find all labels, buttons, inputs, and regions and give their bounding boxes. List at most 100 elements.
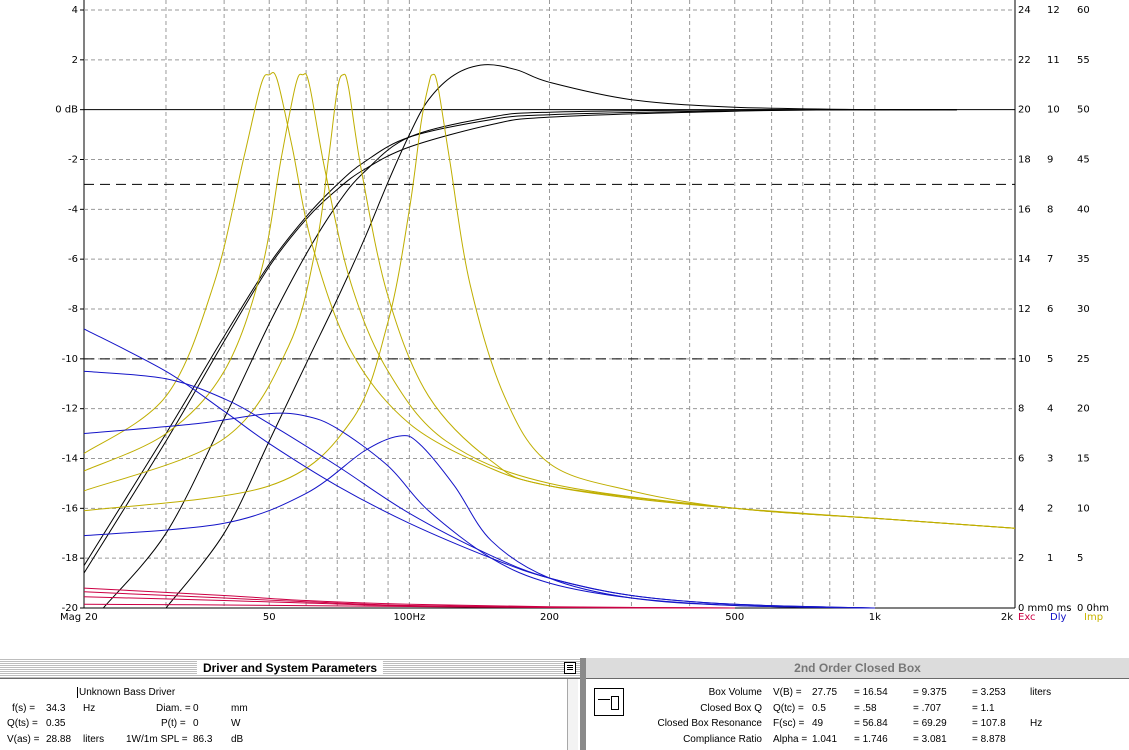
driver-name-field[interactable]: Unknown Bass Driver — [77, 687, 176, 698]
right-tick-label-excursion: 10 — [1018, 354, 1031, 365]
right-tick-label-impedance: 10 — [1077, 503, 1090, 514]
y-tick-label: -20 — [62, 603, 78, 614]
driver-panel-scrollbar[interactable] — [567, 679, 578, 750]
y-tick-label: -8 — [68, 304, 78, 315]
window-zoom-icon[interactable] — [564, 662, 576, 674]
x-tick-label: 500 — [725, 612, 744, 623]
right-tick-label-excursion: 0 mm — [1018, 603, 1047, 614]
magnitude-curve-1 — [83, 109, 957, 574]
diam-value[interactable]: 0 — [193, 703, 199, 714]
right-tick-label-impedance: 50 — [1077, 105, 1090, 116]
box-volume-v2[interactable]: = 16.54 — [854, 687, 888, 698]
closed-box-icon[interactable] — [594, 688, 624, 716]
y-tick-label: -16 — [62, 503, 78, 514]
driver-panel-title: Driver and System Parameters — [196, 661, 384, 675]
right-tick-label-impedance: 15 — [1077, 454, 1090, 465]
resonance-unit: Hz — [1030, 718, 1043, 729]
y-tick-label: -18 — [62, 553, 78, 564]
resonance-v3[interactable]: = 69.29 — [913, 718, 947, 729]
closed-box-q-v3[interactable]: = .707 — [913, 703, 942, 714]
compliance-sym: Alpha = — [773, 734, 808, 745]
pt-value[interactable]: 0 — [193, 718, 199, 729]
right-tick-label-delay: 1 — [1047, 553, 1053, 564]
qts-label: Q(ts) = — [7, 718, 38, 729]
y-tick-label: -14 — [62, 454, 78, 465]
driver-parameters-panel: Driver and System Parameters Unknown Bas… — [0, 658, 580, 750]
right-tick-label-delay: 0 ms — [1047, 603, 1072, 614]
closed-box-titlebar[interactable]: 2nd Order Closed Box — [586, 658, 1129, 679]
panel-divider[interactable] — [580, 658, 586, 750]
x-tick-label: 2k — [1001, 612, 1013, 623]
right-tick-label-delay: 12 — [1047, 5, 1060, 16]
right-tick-label-impedance: 55 — [1077, 55, 1090, 66]
compliance-label: Compliance Ratio — [683, 734, 762, 745]
compliance-v1[interactable]: 1.041 — [812, 734, 838, 745]
closed-box-q-v2[interactable]: = .58 — [854, 703, 877, 714]
y-tick-label: -12 — [62, 404, 78, 415]
resonance-sym: F(sc) = — [773, 718, 805, 729]
diam-label: Diam. = — [156, 703, 191, 714]
vas-unit: liters — [83, 734, 105, 745]
right-tick-label-delay: 3 — [1047, 454, 1053, 465]
y-tick-label: 0 dB — [55, 105, 78, 116]
right-tick-label-delay: 6 — [1047, 304, 1053, 315]
closed-box-q-v4[interactable]: = 1.1 — [972, 703, 995, 714]
right-tick-label-delay: 7 — [1047, 254, 1053, 265]
legend-imp: Imp — [1084, 612, 1103, 623]
resonance-v4[interactable]: = 107.8 — [972, 718, 1006, 729]
right-tick-label-impedance: 5 — [1077, 553, 1083, 564]
axis-labels: 4 24 12 602 22 11 550 dB 20 10 50-2 18 9 45-4 16 8 40-6… — [55, 5, 1109, 623]
x-tick-label: 1k — [869, 612, 881, 623]
delay-curve-9 — [83, 370, 875, 609]
closed-box-title: 2nd Order Closed Box — [788, 661, 927, 675]
vas-value[interactable]: 28.88 — [46, 734, 72, 745]
resonance-v2[interactable]: = 56.84 — [854, 718, 888, 729]
qts-value[interactable]: 0.35 — [46, 718, 66, 729]
pt-label: P(t) = — [161, 718, 186, 729]
box-volume-v3[interactable]: = 9.375 — [913, 687, 947, 698]
legend-dly: Dly — [1050, 612, 1066, 623]
closed-box-panel: 2nd Order Closed Box Box Volume V(B) = 2… — [586, 658, 1129, 750]
chart-gap — [0, 628, 1129, 658]
right-tick-label-impedance: 60 — [1077, 5, 1090, 16]
right-tick-label-excursion: 16 — [1018, 204, 1031, 215]
driver-panel-titlebar[interactable]: Driver and System Parameters — [0, 658, 580, 679]
closed-box-q-sym: Q(tc) = — [773, 703, 804, 714]
fs-label: f(s) = — [12, 703, 36, 714]
frequency-response-chart: 4 24 12 602 22 11 550 dB 20 10 50-2 18 9 45-4 16 8 40-6… — [55, 0, 1109, 623]
resonance-v1[interactable]: 49 — [812, 718, 824, 729]
x-tick-label: 50 — [263, 612, 276, 623]
y-tick-label: -10 — [62, 354, 78, 365]
excursion-curve-15 — [83, 603, 735, 609]
box-volume-label: Box Volume — [708, 687, 762, 698]
right-tick-label-delay: 5 — [1047, 354, 1053, 365]
y-tick-label: -2 — [68, 155, 78, 166]
compliance-v4[interactable]: = 8.878 — [972, 734, 1006, 745]
right-tick-label-excursion: 14 — [1018, 254, 1031, 265]
y-tick-label: 4 — [72, 5, 78, 16]
closed-box-q-v1[interactable]: 0.5 — [812, 703, 826, 714]
y-tick-label: -4 — [68, 204, 78, 215]
right-tick-label-delay: 2 — [1047, 503, 1053, 514]
compliance-v3[interactable]: = 3.081 — [913, 734, 947, 745]
fs-value[interactable]: 34.3 — [46, 703, 66, 714]
pt-unit: W — [231, 718, 241, 729]
box-volume-sym: V(B) = — [773, 687, 802, 698]
right-tick-label-impedance: 40 — [1077, 204, 1090, 215]
delay-curve-11 — [83, 435, 875, 609]
box-volume-unit: liters — [1030, 687, 1052, 698]
right-tick-label-excursion: 12 — [1018, 304, 1031, 315]
impedance-curve-7 — [83, 73, 1016, 529]
compliance-v2[interactable]: = 1.746 — [854, 734, 888, 745]
right-tick-label-impedance: 20 — [1077, 404, 1090, 415]
x-tick-label: 200 — [540, 612, 559, 623]
right-tick-label-impedance: 45 — [1077, 155, 1090, 166]
spl-unit: dB — [231, 734, 244, 745]
y-tick-label: 2 — [72, 55, 78, 66]
box-volume-v4[interactable]: = 3.253 — [972, 687, 1006, 698]
spl-value[interactable]: 86.3 — [193, 734, 213, 745]
x-tick-label: Mag — [60, 612, 81, 623]
spl-label: 1W/1m SPL = — [126, 734, 188, 745]
right-tick-label-impedance: 0 0hm — [1077, 603, 1109, 614]
box-volume-v1[interactable]: 27.75 — [812, 687, 838, 698]
